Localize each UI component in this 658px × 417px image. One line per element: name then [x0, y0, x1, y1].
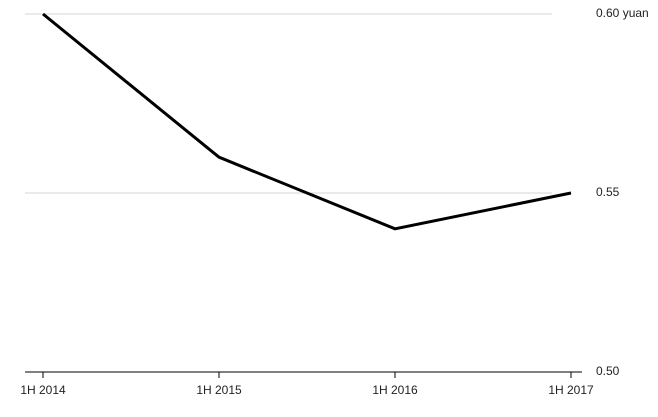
x-tick-label: 1H 2015 [196, 383, 242, 397]
y-tick-label: 0.50 [596, 364, 620, 378]
y-tick-label: 0.55 [596, 185, 620, 199]
x-tick-label: 1H 2016 [372, 383, 418, 397]
y-tick-label: 0.60 yuan [596, 6, 649, 20]
data-line [42, 12, 572, 231]
x-tick-label: 1H 2017 [548, 383, 594, 397]
x-tick-label: 1H 2014 [20, 383, 66, 397]
